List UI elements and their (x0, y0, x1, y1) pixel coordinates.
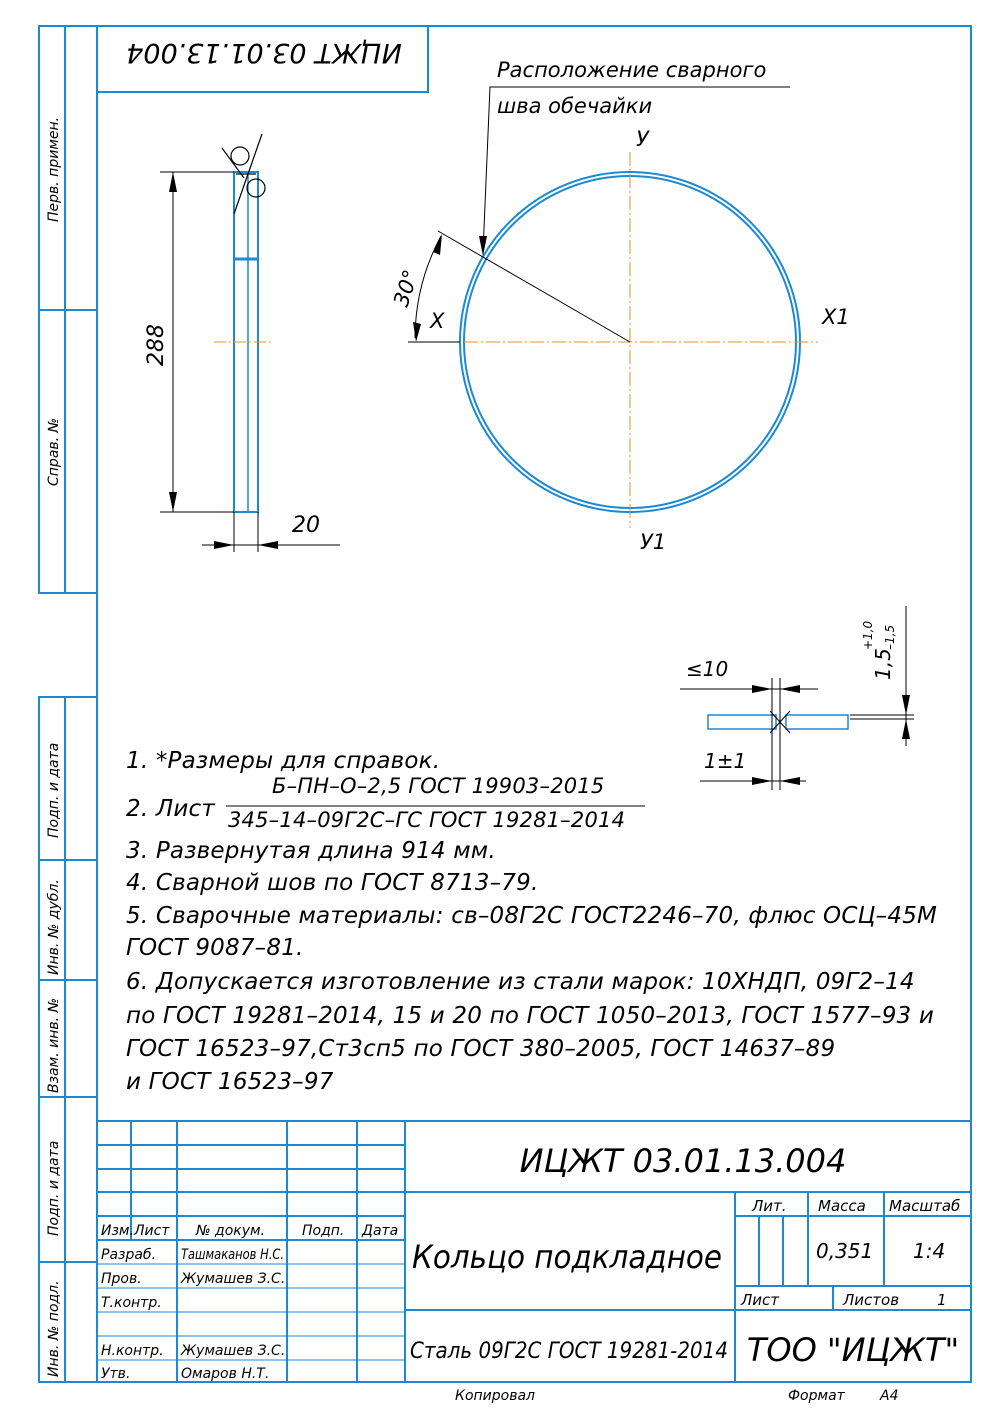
tb-name-nkontr: Жумашев З.С. (180, 1343, 285, 1359)
stamp-top-designation: ИЦЖТ 03.01.13.004 (126, 37, 402, 68)
side-label-perv-primen: Перв. примен. (46, 117, 62, 222)
tb-hdr-izm: Изм. (101, 1223, 134, 1239)
note-6-line-4: и ГОСТ 16523–97 (126, 1069, 334, 1095)
title-block-text: ИЦЖТ 03.01.13.004 Кольцо подкладное Стал… (101, 1142, 960, 1382)
note-2-prefix: 2. Лист (126, 796, 215, 822)
ring-front-view: Расположение сварного шва обечайки У У1 … (389, 58, 850, 554)
tb-hdr-dokum: № докум. (195, 1223, 265, 1239)
tb-hdr-list: Лист (133, 1223, 170, 1239)
footer-format-label: Формат (788, 1388, 846, 1404)
footer-format-value: А4 (879, 1388, 898, 1404)
tb-role-prov: Пров. (101, 1271, 142, 1287)
note-4: 4. Сварной шов по ГОСТ 8713–79. (126, 870, 539, 896)
tb-hdr-data: Дата (361, 1223, 398, 1239)
tb-name-prov: Жумашев З.С. (180, 1271, 285, 1287)
note-3: 3. Развернутая длина 914 мм. (126, 838, 496, 864)
axis-y1-label: У1 (640, 530, 666, 554)
tb-designation: ИЦЖТ 03.01.13.004 (520, 1142, 847, 1180)
tb-lit-label: Лит. (751, 1197, 787, 1215)
side-label-sprav: Справ. № (46, 418, 62, 486)
note-6-line-1: 6. Допускается изготовление из стали мар… (126, 969, 915, 995)
axis-y-label: У (636, 127, 650, 151)
side-label-podp-data-1: Подп. и дата (46, 743, 62, 838)
footer-kopiroval: Копировал (455, 1388, 535, 1404)
side-label-inv-podl: Инв. № подл. (46, 1280, 62, 1377)
sheet-frame (38, 25, 972, 1383)
note-2-numerator: Б–ПН–О–2,5 ГОСТ 19903–2015 (272, 774, 605, 798)
tb-name-utv: Омаров Н.Т. (181, 1366, 269, 1382)
note-2-denominator: 345–14–09Г2С–ГС ГОСТ 19281–2014 (228, 808, 626, 832)
side-label-podp-data-2: Подп. и дата (46, 1141, 62, 1236)
title-block (97, 1120, 971, 1382)
tb-role-razrab: Разраб. (101, 1247, 156, 1263)
weld-label-line-1: Расположение сварного (497, 58, 766, 82)
tb-role-nkontr: Н.контр. (101, 1343, 164, 1359)
side-labels: Перв. примен. Справ. № Подп. и дата Инв.… (46, 117, 62, 1377)
dim-gap-max-label: ≤10 (686, 657, 728, 681)
dim-width-label: 20 (292, 513, 320, 538)
tb-role-utv: Утв. (101, 1366, 130, 1382)
tb-masshtab-label: Масштаб (889, 1197, 960, 1215)
note-6-line-2: по ГОСТ 19281–2014, 15 и 20 по ГОСТ 1050… (126, 1003, 935, 1029)
tb-massa-label: Масса (818, 1197, 866, 1215)
tb-name: Кольцо подкладное (412, 1238, 722, 1276)
note-6-line-3: ГОСТ 16523–97,Ст3сп5 по ГОСТ 380–2005, Г… (126, 1036, 836, 1062)
dim-offset-down: –1,5 (883, 625, 897, 650)
tb-material: Сталь 09Г2С ГОСТ 19281-2014 (410, 1339, 728, 1364)
tb-name-razrab: Ташмаканов Н.С. (181, 1247, 284, 1263)
tb-massa-value: 0,351 (816, 1239, 873, 1263)
tb-list-label: Лист (740, 1291, 780, 1309)
dim-gap-label: 1±1 (704, 749, 746, 773)
note-5-line-2: ГОСТ 9087–81. (126, 935, 304, 961)
tb-listov-value: 1 (937, 1291, 947, 1309)
tb-company: ТОО "ИЦЖТ" (747, 1331, 959, 1369)
weld-label-line-2: шва обечайки (497, 94, 652, 118)
tb-hdr-podp: Подп. (302, 1223, 344, 1239)
tb-listov-label: Листов (842, 1291, 899, 1309)
tb-masshtab-value: 1:4 (913, 1239, 945, 1263)
footer: Копировал Формат А4 (455, 1388, 898, 1404)
weld-detail: ≤10 1±1 1,5 +1,0 –1,5 (680, 606, 914, 790)
tb-role-tkontr: Т.контр. (101, 1295, 162, 1311)
axis-x-label: Х (429, 309, 445, 333)
dim-offset-base: 1,5 (871, 648, 895, 680)
side-label-inv-dubl: Инв. № дубл. (46, 879, 62, 975)
side-label-vzam-inv: Взам. инв. № (46, 998, 62, 1093)
note-1: 1. *Размеры для справок. (126, 748, 441, 774)
axis-x1-label: Х1 (821, 305, 850, 329)
ring-side-view: 288 20 (144, 133, 340, 552)
dim-offset-up: +1,0 (861, 620, 875, 650)
dim-height-label: 288 (144, 324, 169, 366)
note-5-line-1: 5. Сварочные материалы: св–08Г2С ГОСТ224… (126, 903, 938, 929)
